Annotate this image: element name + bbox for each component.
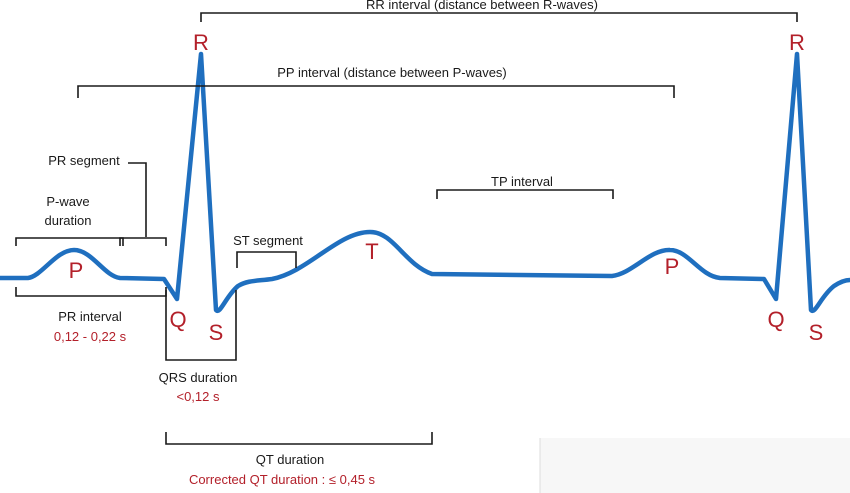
rr-interval-bracket [200,12,798,22]
pp-interval-bracket [77,85,675,98]
r-wave-label-2: R [789,30,805,55]
s-wave-label-2: S [809,320,824,345]
t-wave-label: T [365,239,378,264]
st-segment-label: ST segment [233,233,303,248]
qrs-duration-label: QRS duration [159,370,238,385]
tp-interval-bracket [436,189,614,199]
s-wave-label-1: S [209,320,224,345]
tp-interval-label: TP interval [491,174,553,189]
qt-duration-label: QT duration [256,452,324,467]
qrs-duration-value: <0,12 s [176,389,220,404]
qrs-duration-bracket [165,290,237,361]
qt-duration-bracket [165,432,433,445]
p-wave-duration-bracket [15,237,124,246]
p-wave-label-1: P [69,258,84,283]
qt-corrected-value: Corrected QT duration : ≤ 0,45 s [189,472,376,487]
r-wave-label-1: R [193,30,209,55]
q-wave-label-2: Q [767,307,784,332]
pr-segment-pointer [128,162,147,237]
pr-segment-label: PR segment [48,153,120,168]
st-segment-bracket [236,251,297,268]
p-wave-duration-label-line1: P-wave [46,194,89,209]
pr-interval-label: PR interval [58,309,122,324]
pr-interval-value: 0,12 - 0,22 s [54,329,127,344]
q-wave-label-1: Q [169,307,186,332]
pr-segment-bracket [119,237,167,246]
bottom-right-panel [540,438,850,493]
ecg-trace [0,51,850,314]
pp-interval-label: PP interval (distance between P-waves) [277,65,507,80]
p-wave-duration-label-line2: duration [45,213,92,228]
pr-interval-bracket [15,287,167,297]
p-wave-label-2: P [665,254,680,279]
rr-interval-label: RR interval (distance between R-waves) [366,0,598,12]
